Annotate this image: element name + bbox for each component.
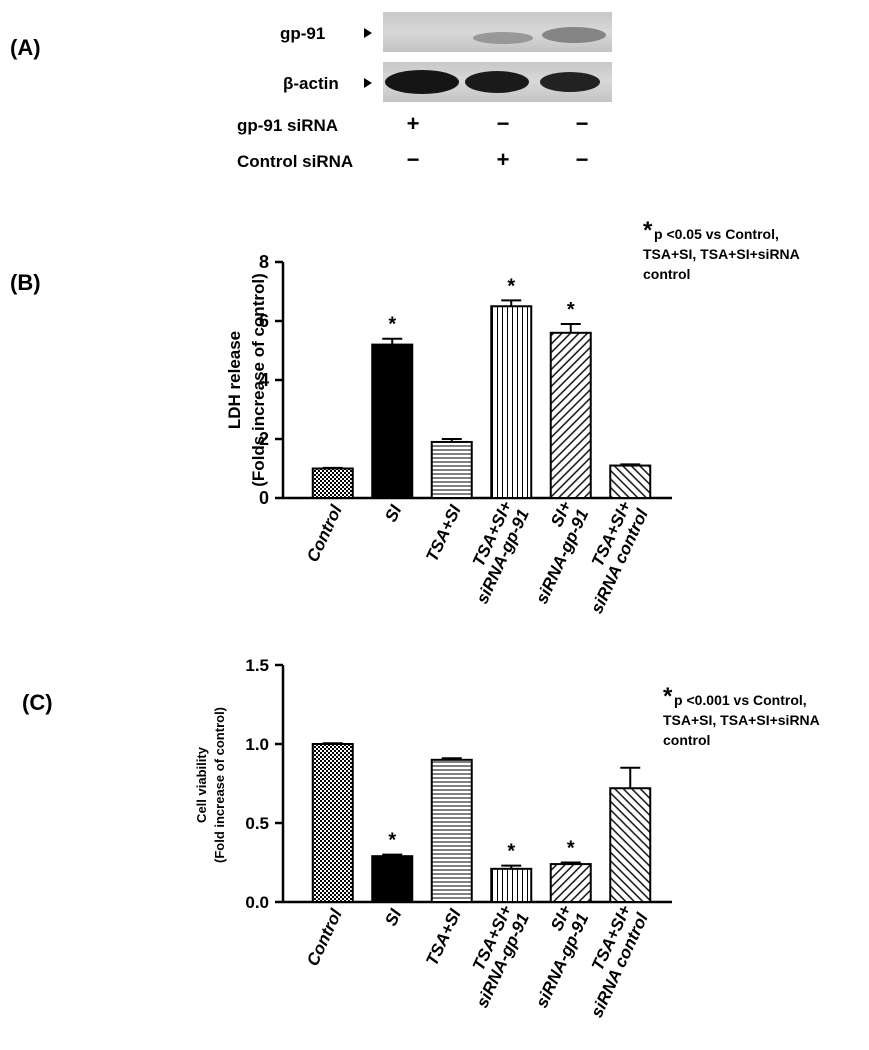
blot-band: [540, 72, 600, 92]
bar: [490, 305, 533, 499]
treatment-label: Control siRNA: [237, 152, 353, 171]
x-tick-label: Control: [303, 905, 346, 969]
treatment-sign: +: [497, 147, 510, 172]
bar: [609, 464, 652, 499]
significance-marker: *: [388, 830, 396, 852]
error-bar: [501, 299, 522, 307]
treatment-sign: −: [576, 111, 589, 136]
bar: [430, 440, 473, 500]
bar: [311, 467, 354, 499]
arrow: [364, 78, 372, 88]
note-symbol: *: [643, 217, 653, 244]
y-axis-label: Cell viability: [194, 746, 209, 823]
significance-marker: *: [567, 299, 575, 321]
x-tick-label: SI: [381, 501, 406, 525]
y-tick-label: 0.0: [245, 893, 269, 912]
x-tick-label-group: Control: [303, 501, 346, 565]
y-axis-label: (Fold increase of control): [212, 707, 227, 863]
significance-marker: *: [507, 275, 515, 297]
bar: [609, 787, 652, 903]
panel-label: (A): [10, 35, 41, 60]
blot-row-label: gp-91: [280, 24, 325, 43]
x-tick-label-group: TSA+SI+siRNA-gp-91: [469, 498, 533, 607]
y-axis-label: LDH release: [225, 331, 244, 429]
significance-marker: *: [507, 841, 515, 863]
note-text: p <0.001 vs Control,: [674, 692, 807, 708]
error-bar: [501, 864, 522, 869]
bar: [371, 855, 414, 903]
error-bar: [441, 757, 462, 760]
bar: [490, 867, 533, 904]
blot-band: [465, 71, 529, 93]
y-tick-label: 2: [259, 429, 269, 449]
error-bar: [620, 463, 641, 466]
blot-band: [542, 27, 606, 43]
note-text: p <0.05 vs Control,: [654, 226, 779, 242]
error-bar: [560, 322, 581, 333]
significance-marker: *: [567, 838, 575, 860]
bar: [430, 758, 473, 903]
bar: [311, 743, 354, 903]
note-text: TSA+SI, TSA+SI+siRNA: [663, 712, 820, 728]
y-axis-label: (Folds increase of control): [249, 273, 268, 486]
bar: [549, 331, 592, 499]
bar: [549, 863, 592, 904]
y-tick-label: 6: [259, 311, 269, 331]
significance-marker: *: [388, 314, 396, 336]
y-tick-label: 1.5: [245, 656, 269, 675]
x-tick-label-group: TSA+SI: [422, 905, 465, 969]
treatment-sign: −: [576, 147, 589, 172]
arrow: [364, 28, 372, 38]
x-tick-label-group: TSA+SI: [422, 501, 465, 565]
note-symbol: *: [663, 683, 673, 710]
x-tick-label: TSA+SI: [422, 905, 465, 969]
treatment-sign: +: [407, 111, 420, 136]
note-text: TSA+SI, TSA+SI+siRNA: [643, 246, 800, 262]
blot-band: [385, 70, 459, 94]
error-bar: [382, 853, 403, 857]
blot-band: [473, 32, 533, 44]
note-text: control: [663, 732, 710, 748]
panel-label: (C): [22, 690, 53, 715]
y-tick-label: 0.5: [245, 814, 269, 833]
error-bar: [620, 766, 641, 789]
note-text: control: [643, 266, 690, 282]
x-tick-label-group: TSA+SI+siRNA-gp-91: [469, 902, 533, 1011]
error-bar: [560, 861, 581, 865]
bar: [371, 343, 414, 499]
treatment-sign: −: [407, 147, 420, 172]
x-tick-label: SI: [381, 905, 406, 929]
treatment-sign: −: [497, 111, 510, 136]
error-bar: [322, 742, 343, 745]
x-tick-label: TSA+SI: [422, 501, 465, 565]
x-tick-label-group: Control: [303, 905, 346, 969]
y-tick-label: 4: [259, 370, 269, 390]
treatment-label: gp-91 siRNA: [237, 116, 338, 135]
x-tick-label-group: SI: [381, 501, 406, 525]
y-tick-label: 0: [259, 488, 269, 508]
error-bar: [322, 466, 343, 469]
panel-label: (B): [10, 270, 41, 295]
y-tick-label: 1.0: [245, 735, 269, 754]
x-tick-label-group: SI: [381, 905, 406, 929]
y-tick-label: 8: [259, 252, 269, 272]
error-bar: [441, 438, 462, 442]
blot-row-label: β-actin: [283, 74, 339, 93]
error-bar: [382, 337, 403, 345]
x-tick-label: Control: [303, 501, 346, 565]
